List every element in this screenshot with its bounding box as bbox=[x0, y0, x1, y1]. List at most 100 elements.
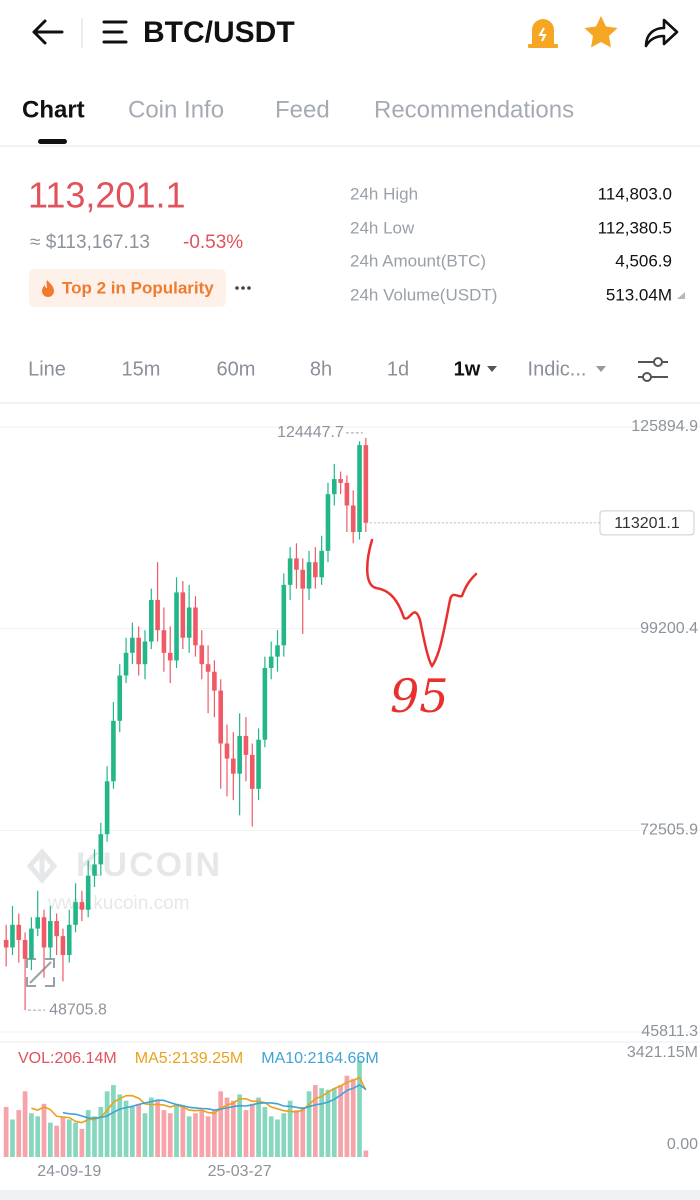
alert-button[interactable] bbox=[528, 19, 558, 48]
volume-bar bbox=[85, 1110, 91, 1157]
high-label: 124447.7 bbox=[277, 424, 344, 441]
volume-bar bbox=[338, 1085, 343, 1157]
fullscreen-button[interactable] bbox=[26, 958, 55, 987]
candle-body bbox=[331, 479, 337, 495]
candle-body bbox=[148, 599, 154, 642]
volume-bar bbox=[16, 1110, 22, 1157]
low-label: 48705.8 bbox=[49, 1001, 107, 1018]
candle-body bbox=[325, 494, 331, 551]
candle-body bbox=[338, 479, 343, 483]
menu-button[interactable] bbox=[102, 20, 128, 44]
candle-body bbox=[104, 781, 110, 835]
volume-bar bbox=[256, 1097, 261, 1157]
watermark-url: www.kucoin.com bbox=[47, 893, 190, 914]
ma-line bbox=[31, 1076, 367, 1124]
volume-bar bbox=[350, 1078, 356, 1157]
candle-body bbox=[142, 641, 148, 665]
interval[interactable]: Line bbox=[28, 358, 66, 380]
volume-bar bbox=[287, 1100, 293, 1157]
interval[interactable]: Indic... bbox=[528, 358, 587, 380]
volume-bar bbox=[111, 1085, 116, 1157]
candle-body bbox=[123, 652, 129, 676]
volume-bar bbox=[237, 1094, 242, 1157]
back-button[interactable] bbox=[32, 19, 64, 45]
tab[interactable]: Chart bbox=[22, 96, 85, 123]
candle-body bbox=[98, 834, 104, 865]
candle-body bbox=[319, 550, 324, 578]
volume-bar bbox=[180, 1106, 186, 1157]
legend-entry: VOL:206.14M bbox=[18, 1050, 117, 1067]
volume-bar bbox=[136, 1103, 142, 1157]
volume-bar bbox=[123, 1100, 129, 1157]
candle-body bbox=[29, 928, 34, 959]
interval[interactable]: 1w bbox=[454, 358, 481, 380]
share-button[interactable] bbox=[644, 18, 679, 48]
candle-body bbox=[256, 739, 261, 789]
chart-area: 45811.3 72505.9 99200.4 125894.9 24-09-19 25-… bbox=[0, 418, 700, 1180]
candle-body bbox=[237, 735, 242, 774]
volume-bar bbox=[104, 1091, 110, 1157]
pair-title: BTC/USDT bbox=[143, 16, 295, 49]
volume-bar bbox=[218, 1091, 224, 1157]
candle-body bbox=[249, 754, 255, 789]
interval[interactable]: 8h bbox=[310, 358, 332, 380]
interval[interactable]: 1d bbox=[387, 358, 409, 380]
volume-bar bbox=[193, 1113, 198, 1157]
candle-body bbox=[212, 671, 217, 691]
candle-body bbox=[167, 652, 173, 661]
tab[interactable]: Feed bbox=[275, 96, 330, 123]
more-button[interactable] bbox=[235, 286, 251, 290]
stat-value: 112,380.5 bbox=[598, 218, 672, 237]
y-tick-label: 45811.3 bbox=[641, 1023, 698, 1040]
volume-bar bbox=[167, 1113, 173, 1157]
candle-body bbox=[199, 645, 205, 665]
volume-bar bbox=[212, 1110, 217, 1157]
chart-settings[interactable] bbox=[638, 357, 668, 382]
candle-body bbox=[306, 562, 312, 589]
candle-body bbox=[313, 562, 318, 578]
volume-bar bbox=[199, 1110, 205, 1157]
legend-entry: MA5:2139.25M bbox=[135, 1050, 244, 1067]
volume-bar bbox=[174, 1103, 179, 1157]
volume-bar bbox=[130, 1106, 135, 1157]
candle-body bbox=[344, 482, 350, 506]
volume-bar bbox=[3, 1106, 9, 1157]
candle-body bbox=[357, 445, 362, 532]
badge-text: Top 2 in Popularity bbox=[62, 278, 214, 297]
candle-body bbox=[268, 656, 274, 668]
volume-bar bbox=[205, 1116, 211, 1157]
candle-body bbox=[117, 675, 123, 721]
volume-bar bbox=[155, 1100, 160, 1157]
volume-bar bbox=[306, 1091, 312, 1157]
volume-bar bbox=[249, 1103, 255, 1157]
last-price: 113,201.1 bbox=[28, 175, 185, 216]
stat-label: 24h High bbox=[350, 184, 418, 203]
volume-bar bbox=[313, 1085, 318, 1157]
interval[interactable]: 60m bbox=[217, 358, 256, 380]
tab[interactable]: Coin Info bbox=[128, 96, 224, 123]
volume-bar bbox=[294, 1110, 299, 1157]
volume-bar bbox=[344, 1075, 350, 1157]
candle-body bbox=[54, 921, 59, 937]
volume-bar bbox=[79, 1128, 85, 1157]
candle-body bbox=[231, 758, 236, 774]
candle-body bbox=[350, 505, 356, 532]
interval[interactable]: 15m bbox=[122, 358, 161, 380]
volume-bar bbox=[54, 1125, 59, 1157]
volume-bar bbox=[66, 1119, 72, 1157]
candle-body bbox=[41, 917, 47, 948]
volume-bar bbox=[357, 1060, 362, 1157]
candle-body bbox=[205, 664, 211, 672]
candle-body bbox=[224, 743, 230, 759]
volume-bar bbox=[73, 1122, 78, 1157]
volume-bar bbox=[161, 1110, 167, 1157]
watermark: KUCOIN www.kucoin.com bbox=[26, 846, 220, 914]
tab[interactable]: Recommendations bbox=[374, 96, 574, 123]
favorite-button[interactable] bbox=[584, 16, 618, 48]
volume-bar bbox=[331, 1088, 337, 1157]
candle-body bbox=[155, 599, 160, 631]
candle-body bbox=[10, 924, 15, 948]
candle-body bbox=[363, 445, 369, 523]
popularity-badge[interactable]: Top 2 in Popularity bbox=[29, 269, 226, 307]
candle-body bbox=[275, 645, 280, 657]
